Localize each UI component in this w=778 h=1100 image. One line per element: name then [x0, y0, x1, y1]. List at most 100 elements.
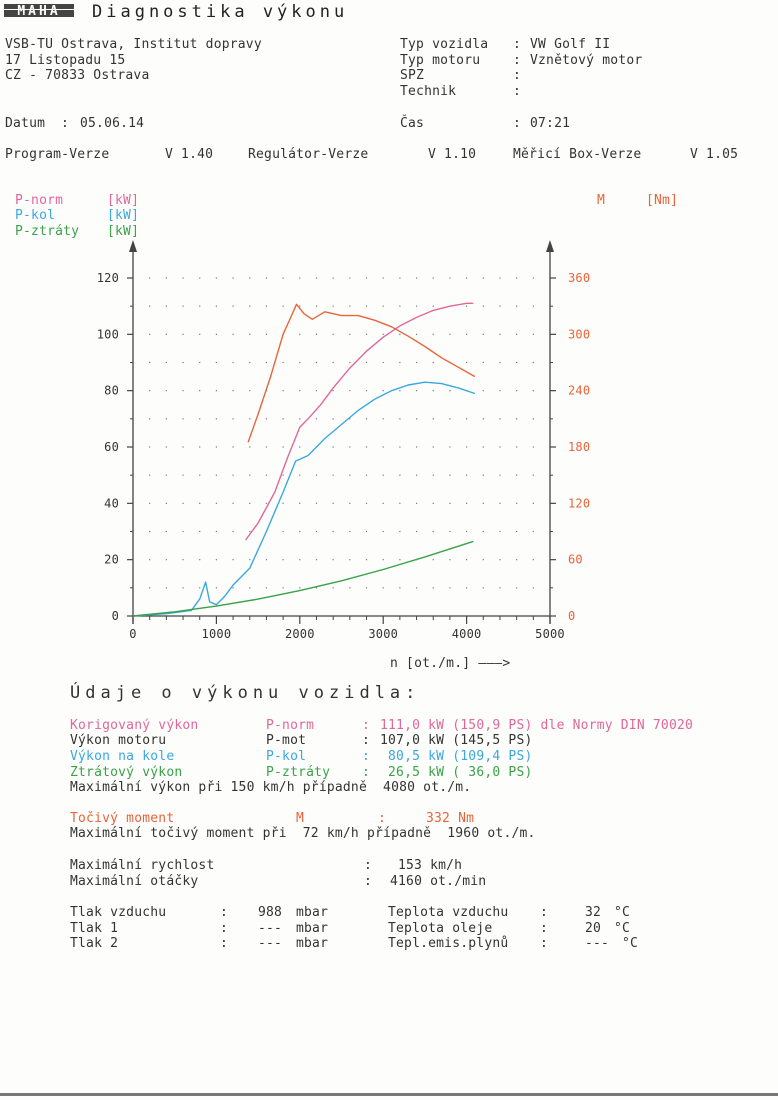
grid-dot — [332, 502, 334, 504]
grid-dot — [315, 361, 318, 364]
vehicle-type-sep: : — [513, 37, 522, 52]
regulator-version-label: Regulátor-Verze — [248, 147, 369, 162]
x-axis-label: n [ot./m.] ———> — [390, 656, 511, 671]
engine-power-label: Výkon motoru — [70, 733, 167, 748]
grid-dot — [449, 502, 451, 504]
grid-dot — [215, 277, 217, 279]
legend-p-kol-name: P-kol — [15, 208, 56, 223]
grid-dot — [265, 474, 268, 476]
program-version-value: V 1.40 — [165, 147, 214, 162]
legend-p-norm-name: P-norm — [15, 193, 64, 208]
grid-dot — [232, 418, 234, 420]
y-right-tick-label: 120 — [568, 496, 590, 510]
grid-dot — [282, 587, 284, 589]
grid-dot — [149, 559, 151, 561]
address-line-3: CZ - 70833 Ostrava — [5, 68, 150, 83]
time-label: Čas — [400, 116, 425, 131]
grid-dot — [399, 474, 401, 476]
max-torque-line: Maximální točivý moment při 72 km/h příp… — [70, 826, 536, 841]
y-left-tick-label: 20 — [104, 553, 119, 567]
grid-dot — [382, 502, 384, 504]
grid-dot — [432, 390, 434, 392]
air-pressure-value: 988 — [258, 905, 283, 920]
grid-dot — [499, 587, 501, 589]
grid-dot — [299, 305, 301, 307]
grid-dot — [282, 390, 284, 392]
grid-dot — [332, 418, 334, 420]
grid-dot — [332, 559, 334, 561]
legend-p-ztraty-name: P-ztráty — [15, 224, 80, 239]
grid-dot — [349, 361, 351, 364]
vehicle-type-label: Typ vozidla — [400, 37, 489, 52]
grid-dot — [232, 530, 234, 533]
grid-dot — [482, 361, 484, 364]
grid-dot — [282, 502, 284, 504]
engine-type-sep: : — [513, 53, 522, 68]
loss-power-sep: : — [362, 765, 371, 780]
pressure-1-sep: : — [220, 921, 229, 936]
grid-dot — [499, 559, 501, 561]
grid-dot — [332, 390, 334, 392]
grid-dot — [249, 446, 251, 448]
page-title: Diagnostika výkonu — [92, 2, 349, 22]
grid-dot — [182, 418, 184, 420]
maha-logo-graphic: MAHA — [4, 4, 74, 17]
grid-dot — [466, 418, 468, 420]
grid-dot — [332, 277, 334, 279]
chart-series — [132, 302, 476, 617]
grid-dot — [499, 390, 501, 392]
pressure-1-value: --- — [258, 921, 283, 936]
grid-dot — [165, 559, 167, 561]
air-temp-value: 32 — [585, 905, 602, 920]
grid-dot — [149, 474, 151, 476]
technician-sep: : — [513, 84, 522, 99]
grid-dot — [482, 418, 484, 420]
grid-dot — [232, 474, 234, 476]
grid-dot — [449, 587, 451, 589]
grid-dot — [182, 446, 184, 448]
wheel-power-sep: : — [362, 749, 371, 764]
grid-dot — [249, 559, 251, 561]
grid-dot — [466, 559, 468, 561]
y-right-tick-label: 360 — [568, 271, 590, 285]
address-line-2: 17 Listopadu 15 — [5, 53, 126, 68]
grid-dot — [199, 530, 201, 533]
grid-dot — [315, 390, 318, 392]
air-temp-label: Teplota vzduchu — [388, 905, 509, 920]
grid-dot — [182, 502, 184, 504]
grid-dot — [415, 390, 418, 392]
grid-dot — [299, 446, 301, 448]
grid-dot — [399, 418, 401, 420]
corrected-power-value: 111,0 kW (150,9 PS) dle Normy DIN 70020 — [380, 718, 694, 733]
corrected-power-code: P-norm — [266, 718, 315, 733]
loss-power-label: Ztrátový výkon — [70, 765, 183, 780]
grid-dot — [182, 305, 184, 307]
grid-dot — [332, 587, 334, 589]
grid-dot — [249, 418, 251, 420]
grid-dot — [165, 305, 167, 307]
y-right-tick-label: 0 — [568, 609, 575, 623]
grid-dot — [516, 361, 518, 364]
grid-dot — [349, 530, 351, 533]
grid-dot — [466, 502, 468, 504]
grid-dot — [265, 333, 268, 335]
grid-dot — [182, 474, 184, 476]
max-speed-value: 153 km/h — [398, 858, 463, 873]
grid-dot — [532, 390, 534, 392]
grid-dot — [165, 418, 167, 420]
spz-label: SPZ — [400, 68, 425, 83]
spz-sep: : — [513, 68, 522, 83]
wheel-power-value: 80,5 kW (109,4 PS) — [380, 749, 533, 764]
legend-m-unit: [Nm] — [646, 193, 679, 208]
grid-dot — [332, 530, 334, 533]
oil-temp-value: 20 — [585, 921, 602, 936]
grid-dot — [516, 446, 518, 448]
grid-dot — [232, 333, 234, 335]
grid-dot — [315, 502, 318, 504]
grid-dot — [149, 502, 151, 504]
grid-dot — [432, 559, 434, 561]
grid-dot — [532, 587, 534, 589]
grid-dot — [165, 361, 167, 364]
grid-dot — [165, 530, 167, 533]
grid-dot — [482, 305, 484, 307]
